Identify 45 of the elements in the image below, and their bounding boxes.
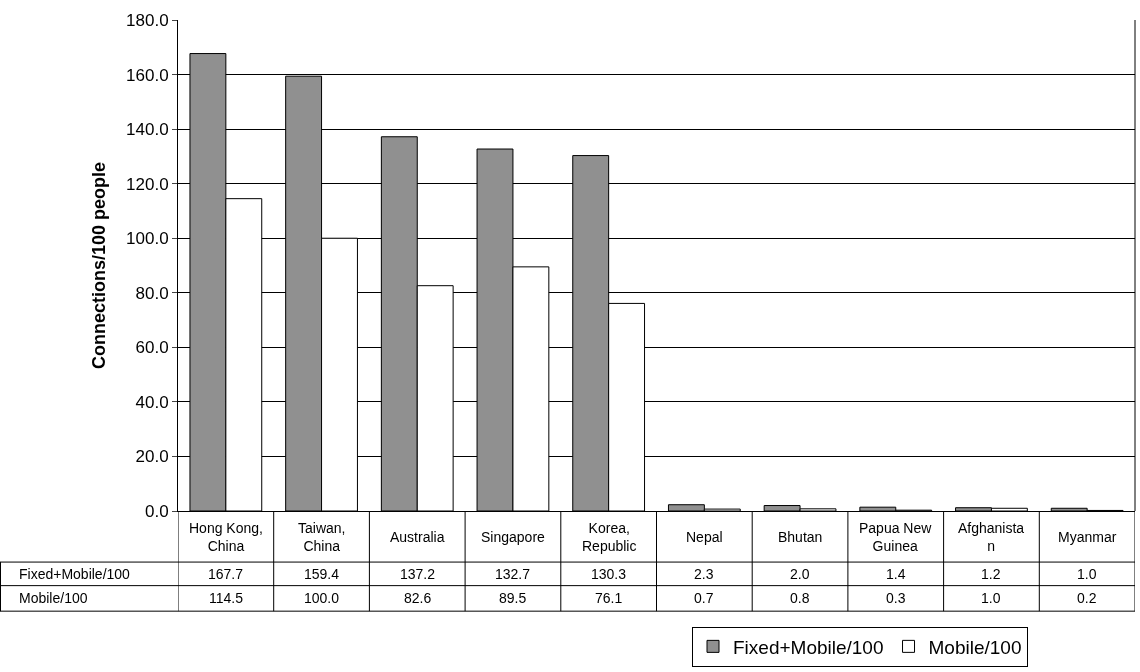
x-tick-label: Singapore: [481, 529, 546, 545]
x-tick-label: Hong Kong, China: [189, 520, 263, 555]
text: Fixed+Mobile/100: [19, 566, 130, 582]
x-tick-label: Papua New Guinea: [859, 520, 933, 555]
text: Mobile/100: [19, 590, 88, 606]
data-label: 0.2: [1077, 590, 1097, 606]
data-label: 130.3: [591, 566, 627, 582]
data-label: 114.5: [209, 590, 244, 606]
data-label: 137.2: [400, 566, 436, 582]
data-label: 76.1: [595, 590, 623, 606]
data-label: 1.2: [981, 566, 1001, 582]
y-axis-title: Connections/100 people: [89, 161, 110, 370]
data-label: 89.5: [499, 590, 527, 606]
x-tick-label: Australia: [390, 529, 445, 545]
y-tick-label: 180.0: [126, 10, 169, 30]
y-tick-label: 140.0: [126, 120, 169, 140]
data-label: 82.6: [404, 590, 432, 606]
x-tick-label: Taiwan, China: [298, 520, 346, 555]
legend-label: Mobile/100: [928, 636, 1022, 658]
x-tick-label: Myanmar: [1058, 529, 1117, 545]
data-label: 0.8: [790, 590, 810, 606]
legend-label: Fixed+Mobile/100: [733, 636, 884, 658]
data-label: 0.3: [886, 590, 906, 606]
data-label: 100.0: [304, 590, 340, 606]
y-tick-label: 120.0: [126, 174, 169, 194]
data-label: 159.4: [304, 566, 340, 582]
x-tick-label: Korea, Republic: [582, 520, 637, 555]
data-label: 2.3: [694, 566, 714, 582]
y-tick-label: 20.0: [135, 447, 169, 467]
data-label: 1.4: [886, 566, 906, 582]
data-label: 167.7: [208, 566, 244, 582]
data-label: 1.0: [981, 590, 1001, 606]
data-label: 132.7: [495, 566, 531, 582]
x-tick-label: Nepal: [686, 529, 723, 545]
y-tick-label: 100.0: [126, 229, 169, 249]
y-tick-label: 160.0: [126, 65, 169, 85]
x-tick-label: Bhutan: [778, 529, 823, 545]
data-label: 2.0: [790, 566, 810, 582]
y-tick-label: 60.0: [135, 338, 169, 358]
x-tick-label: Afghanistan: [958, 520, 1025, 555]
y-tick-label: 40.0: [135, 392, 169, 412]
data-label: 0.7: [694, 590, 714, 606]
data-label: 1.0: [1077, 566, 1097, 582]
y-tick-label: 0.0: [144, 501, 169, 521]
y-tick-label: 80.0: [135, 283, 169, 303]
